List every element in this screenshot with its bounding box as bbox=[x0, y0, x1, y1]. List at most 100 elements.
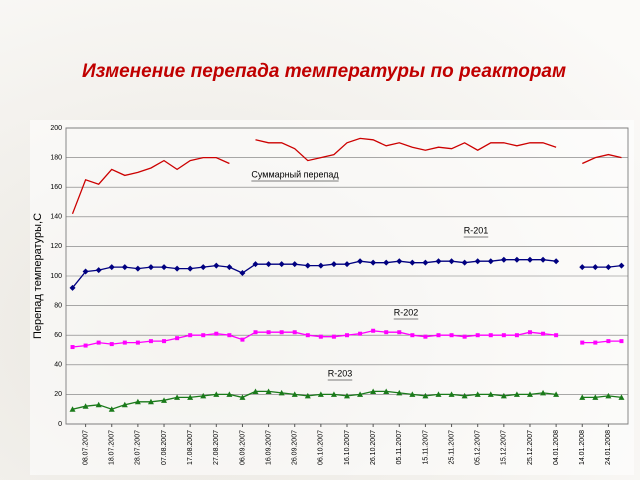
data-point bbox=[304, 392, 311, 399]
data-point bbox=[344, 261, 350, 268]
data-point bbox=[265, 388, 272, 394]
data-point bbox=[121, 401, 128, 408]
data-point bbox=[422, 259, 429, 266]
data-point bbox=[330, 261, 337, 268]
data-point bbox=[279, 330, 284, 335]
data-point bbox=[357, 391, 364, 397]
data-point bbox=[474, 258, 481, 265]
data-point bbox=[108, 264, 115, 271]
x-tick-label: 06.10.2007 bbox=[318, 430, 325, 465]
data-point bbox=[318, 334, 323, 339]
data-point bbox=[187, 394, 194, 400]
data-point bbox=[461, 392, 468, 399]
x-tick-label: 25.11.2007 bbox=[448, 430, 455, 465]
data-point bbox=[121, 264, 128, 271]
data-point bbox=[488, 333, 493, 338]
series-label: R-202 bbox=[394, 307, 419, 317]
y-tick-label: 60 bbox=[54, 332, 62, 339]
data-point bbox=[317, 391, 324, 397]
data-point bbox=[593, 340, 598, 345]
data-point bbox=[252, 261, 259, 268]
data-point bbox=[188, 333, 193, 338]
data-point bbox=[330, 391, 337, 397]
data-point bbox=[305, 333, 310, 338]
data-point bbox=[605, 392, 612, 399]
data-point bbox=[358, 331, 363, 336]
y-tick-label: 140 bbox=[50, 214, 62, 221]
x-tick-label: 28.07.2007 bbox=[135, 430, 142, 465]
data-point bbox=[579, 394, 586, 400]
data-point bbox=[135, 340, 140, 345]
data-point bbox=[383, 259, 390, 266]
data-point bbox=[475, 333, 480, 338]
data-point bbox=[436, 333, 441, 338]
series-label: R-203 bbox=[328, 368, 353, 378]
x-tick-label: 18.07.2007 bbox=[109, 430, 116, 465]
data-point bbox=[605, 264, 612, 271]
series-line bbox=[72, 330, 622, 348]
x-tick-label: 17.08.2007 bbox=[187, 430, 194, 465]
data-point bbox=[345, 333, 349, 338]
data-point bbox=[422, 392, 429, 399]
y-tick-label: 20 bbox=[54, 391, 62, 398]
x-tick-label: 05.11.2007 bbox=[396, 430, 403, 465]
data-point bbox=[278, 261, 285, 268]
data-point bbox=[253, 330, 258, 335]
data-point bbox=[147, 264, 154, 271]
data-point bbox=[579, 264, 586, 271]
data-point bbox=[95, 401, 102, 408]
data-point bbox=[370, 259, 377, 266]
data-point bbox=[252, 388, 259, 394]
data-point bbox=[200, 264, 207, 271]
data-point bbox=[265, 261, 272, 268]
data-point bbox=[371, 328, 376, 333]
data-point bbox=[409, 259, 416, 266]
x-tick-label: 08.07.2007 bbox=[82, 430, 89, 465]
data-point bbox=[540, 389, 547, 396]
x-tick-label: 24.01.2008 bbox=[605, 430, 612, 465]
x-tick-label: 15.11.2007 bbox=[422, 430, 429, 465]
data-point bbox=[410, 333, 415, 338]
data-point bbox=[461, 259, 468, 266]
data-point bbox=[462, 334, 467, 339]
data-point bbox=[291, 261, 298, 268]
data-point bbox=[514, 333, 519, 338]
data-point bbox=[580, 340, 585, 345]
data-point bbox=[108, 406, 115, 412]
data-point bbox=[540, 256, 547, 263]
data-point bbox=[200, 392, 207, 399]
data-point bbox=[134, 398, 141, 405]
data-point bbox=[592, 264, 599, 271]
y-axis-label: Перепад температуры,С bbox=[32, 213, 44, 339]
y-tick-label: 100 bbox=[50, 273, 62, 280]
data-point bbox=[213, 391, 220, 397]
data-point bbox=[409, 391, 416, 397]
data-point bbox=[500, 256, 507, 263]
data-point bbox=[541, 331, 546, 336]
x-tick-label: 26.10.2007 bbox=[370, 430, 377, 465]
data-point bbox=[383, 388, 390, 394]
data-point bbox=[147, 398, 154, 405]
series-line bbox=[71, 137, 622, 215]
data-point bbox=[448, 391, 455, 397]
data-point bbox=[96, 340, 101, 345]
data-point bbox=[618, 394, 625, 400]
data-point bbox=[449, 333, 454, 338]
data-point bbox=[161, 264, 168, 271]
data-point bbox=[513, 256, 520, 263]
data-point bbox=[435, 391, 442, 397]
data-point bbox=[618, 262, 625, 269]
x-tick-label: 27.08.2007 bbox=[213, 430, 220, 465]
y-tick-label: 80 bbox=[54, 302, 62, 309]
data-point bbox=[122, 340, 127, 345]
data-point bbox=[526, 256, 533, 263]
data-point bbox=[554, 333, 559, 338]
data-point bbox=[487, 391, 494, 397]
data-point bbox=[175, 336, 180, 341]
data-point bbox=[553, 391, 560, 397]
data-point bbox=[69, 284, 76, 291]
series-label: Суммарный перепад bbox=[251, 169, 339, 179]
data-point bbox=[240, 337, 245, 342]
